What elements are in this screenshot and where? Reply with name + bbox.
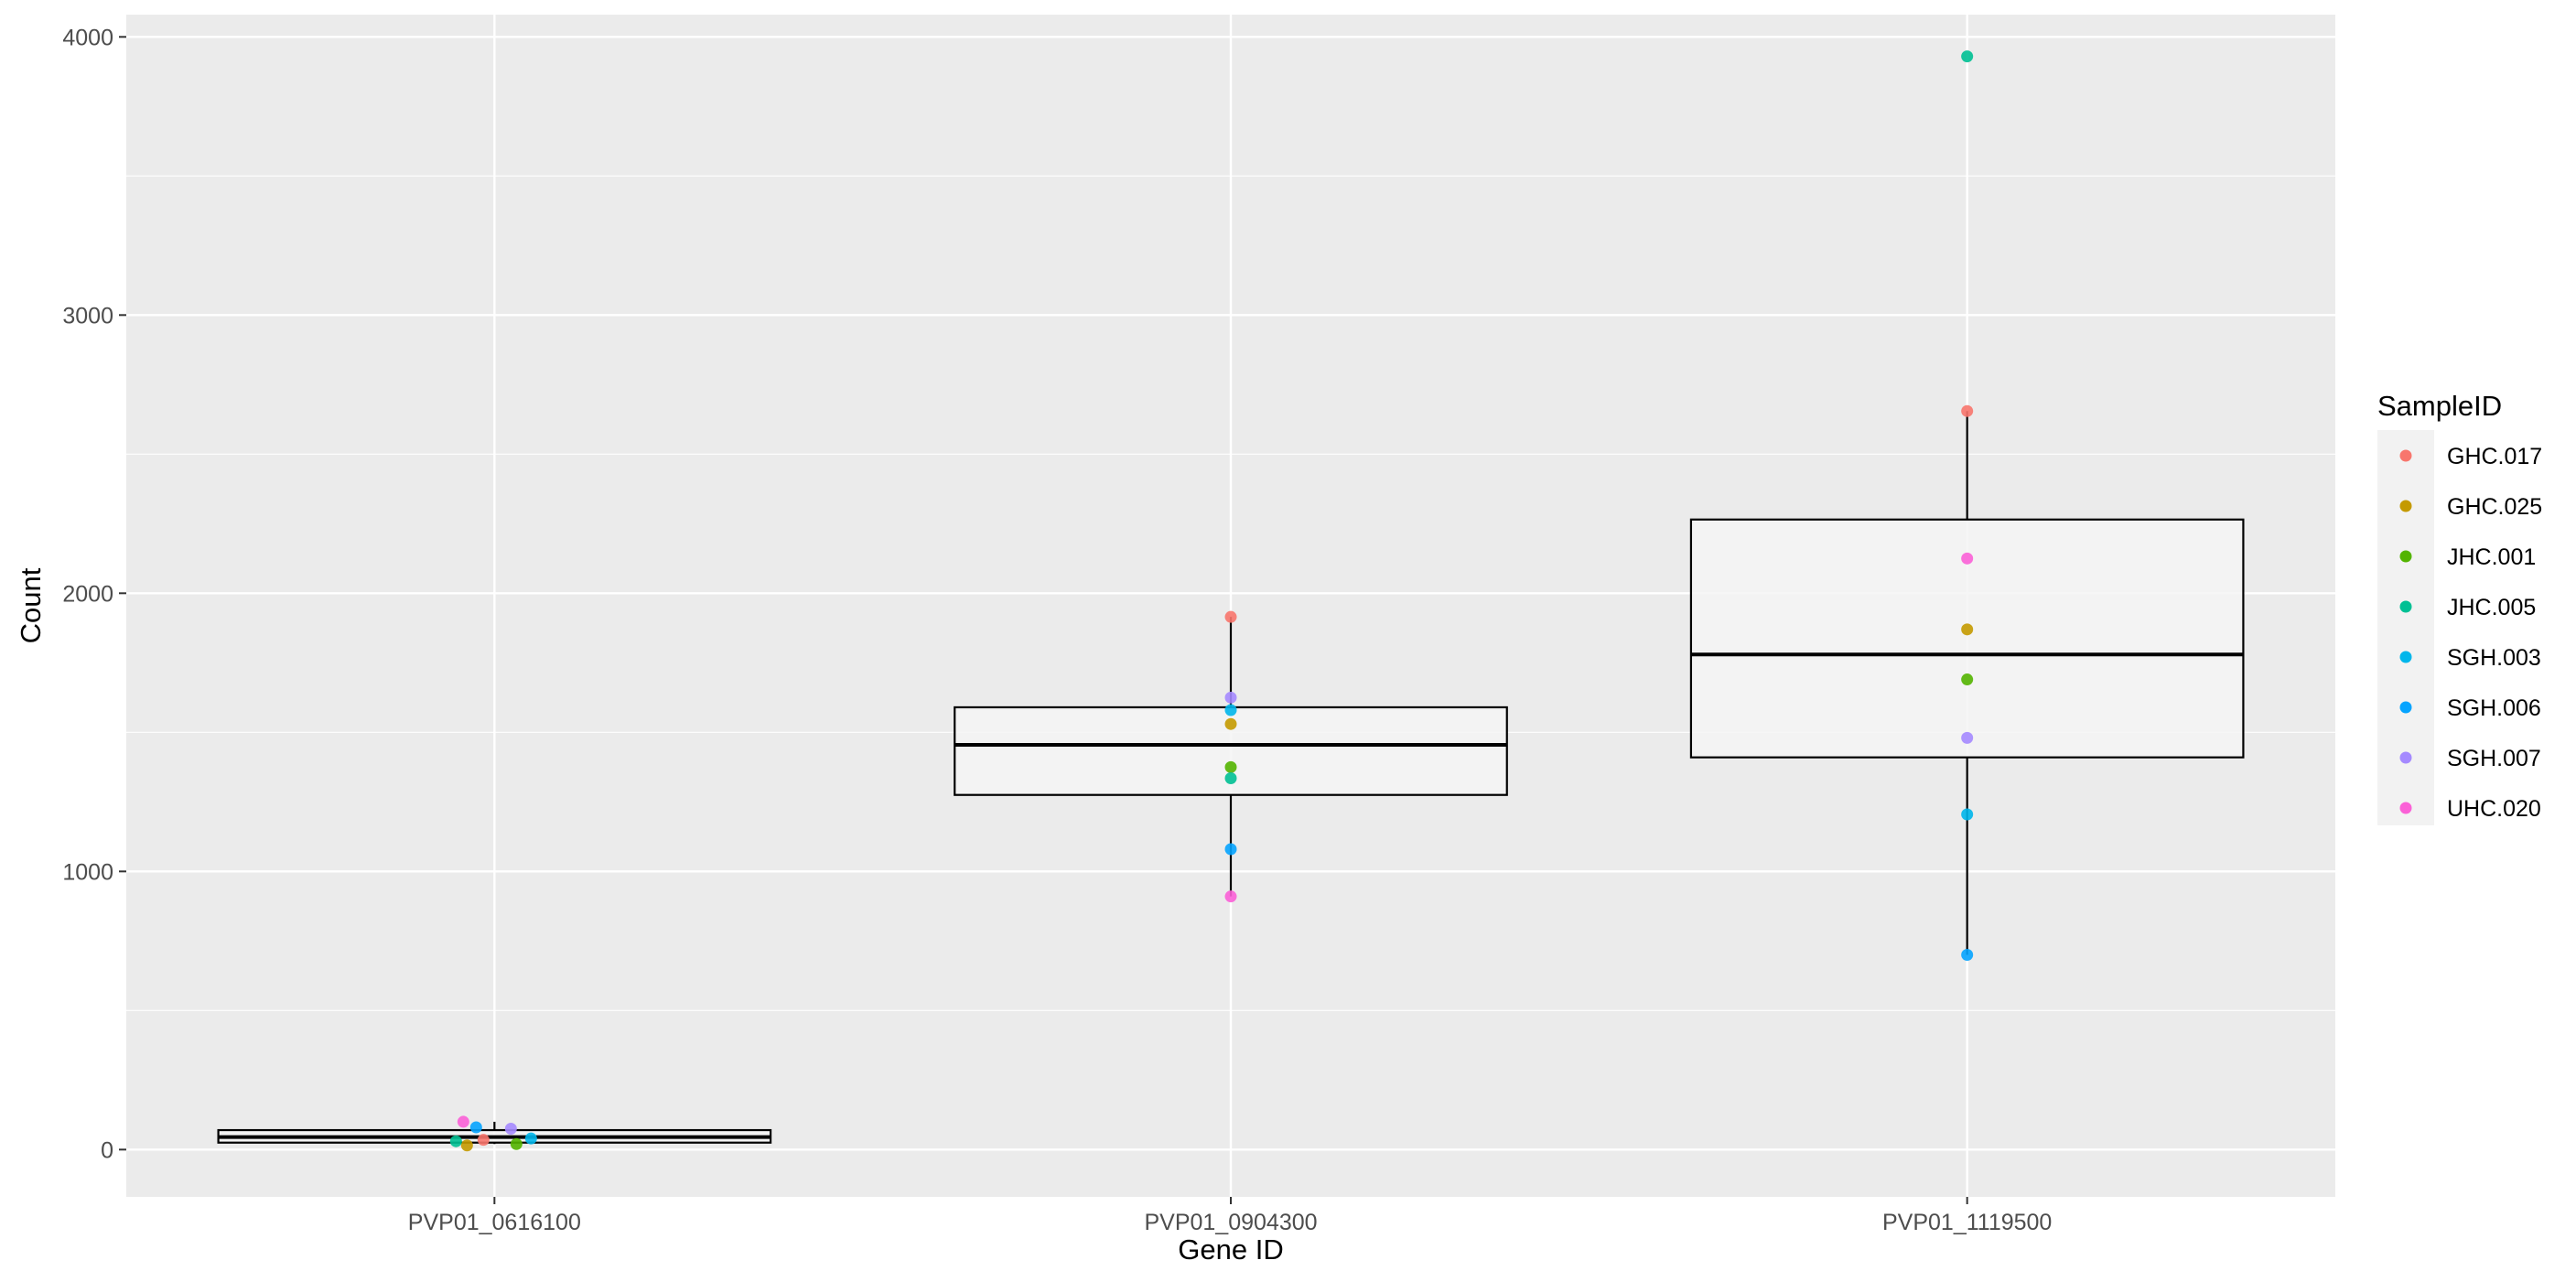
data-point-SGH.003	[1224, 704, 1237, 716]
legend-key-SGH.006	[2399, 701, 2412, 714]
y-tick-label: 3000	[62, 303, 113, 329]
y-axis: 0 1000 2000 3000 4000	[62, 25, 126, 1163]
boxes	[217, 411, 2245, 1145]
data-point-GHC.017	[1961, 404, 1974, 417]
y-axis-title: Count	[15, 567, 47, 643]
legend-label: SGH.003	[2447, 645, 2541, 671]
data-point-JHC.001	[510, 1137, 523, 1150]
data-point-SGH.006	[1961, 949, 1974, 962]
legend-title: SampleID	[2377, 390, 2502, 422]
legend-key-SGH.003	[2399, 651, 2412, 663]
data-point-JHC.005	[1224, 771, 1237, 784]
legend-key-JHC.001	[2399, 550, 2412, 563]
legend-key-background	[2377, 430, 2434, 825]
legend-label: SGH.007	[2447, 746, 2541, 771]
data-point-SGH.003	[524, 1132, 537, 1145]
legend-label: GHC.017	[2447, 444, 2542, 469]
data-point-SGH.007	[504, 1123, 517, 1136]
data-point-JHC.001	[1961, 673, 1974, 686]
data-point-SGH.007	[1961, 731, 1974, 744]
x-tick-label: PVP01_1119500	[1882, 1210, 2052, 1235]
data-point-UHC.020	[457, 1115, 469, 1128]
legend-key-GHC.017	[2399, 449, 2412, 462]
y-tick-label: 0	[101, 1137, 113, 1163]
data-point-GHC.025	[1224, 717, 1237, 730]
data-point-UHC.020	[1961, 552, 1974, 565]
legend-key-JHC.005	[2399, 600, 2412, 613]
data-point-GHC.025	[1961, 623, 1974, 636]
legend-key-SGH.007	[2399, 751, 2412, 764]
data-point-SGH.006	[1224, 843, 1237, 856]
data-point-JHC.005	[1961, 50, 1974, 63]
legend: SampleID GHC.017 GHC.025 JHC.001 JHC.005 SGH…	[2377, 390, 2542, 825]
legend-label: SGH.006	[2447, 695, 2541, 721]
legend-label: GHC.025	[2447, 494, 2542, 520]
legend-label: UHC.020	[2447, 796, 2541, 822]
x-tick-label: PVP01_0904300	[1144, 1210, 1317, 1235]
legend-label: JHC.005	[2447, 595, 2536, 620]
data-points	[449, 50, 1974, 1152]
data-point-GHC.017	[477, 1134, 490, 1147]
y-tick-label: 1000	[62, 859, 113, 885]
data-point-JHC.005	[449, 1135, 462, 1147]
data-point-GHC.025	[460, 1139, 473, 1152]
x-tick-label: PVP01_0616100	[408, 1210, 581, 1235]
x-axis-title: Gene ID	[1178, 1233, 1283, 1266]
data-point-SGH.006	[469, 1121, 482, 1134]
data-point-SGH.007	[1224, 691, 1237, 704]
y-tick-label: 2000	[62, 581, 113, 607]
data-point-SGH.003	[1961, 808, 1974, 821]
legend-key-UHC.020	[2399, 802, 2412, 814]
x-axis: PVP01_0616100 PVP01_0904300 PVP01_1119500	[408, 1197, 2052, 1235]
data-point-UHC.020	[1224, 890, 1237, 903]
box-PVP01_0616100	[217, 1121, 772, 1145]
legend-key-GHC.025	[2399, 500, 2412, 512]
data-point-JHC.001	[1224, 760, 1237, 773]
data-point-GHC.017	[1224, 610, 1237, 623]
y-tick-label: 4000	[62, 25, 113, 50]
legend-label: JHC.001	[2447, 544, 2536, 570]
